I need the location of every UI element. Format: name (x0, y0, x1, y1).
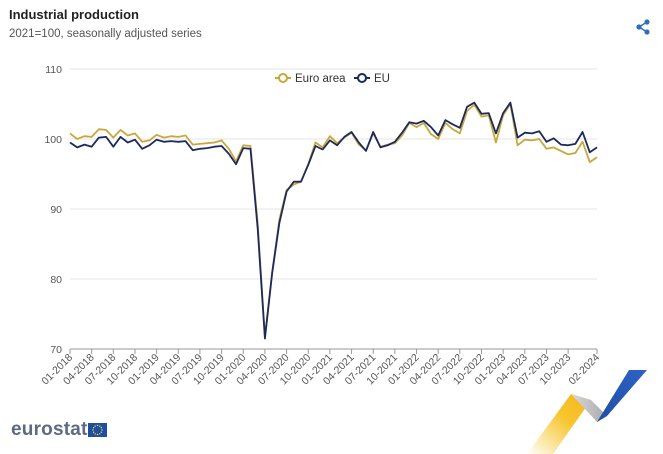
eurostat-logo: eurostat (11, 419, 88, 440)
y-tick-label: 80 (50, 274, 62, 286)
legend-marker (357, 73, 367, 83)
legend-label: Euro area (295, 73, 346, 85)
y-tick-label: 110 (45, 64, 62, 76)
chart-title: Industrial production (9, 7, 139, 22)
eurostat-corner-graphic (527, 370, 647, 454)
eu-flag-icon (88, 423, 107, 437)
legend-label: EU (374, 73, 390, 85)
series-line-eu[interactable] (69, 101, 598, 340)
x-axis: 01-201804-201807-201810-201801-201904-20… (39, 349, 602, 387)
legend-item-euro-area[interactable]: Euro area (275, 73, 346, 85)
legend-marker (278, 73, 288, 83)
y-axis: 70 80 90 100 110 (44, 64, 62, 356)
y-tick-label: 100 (44, 134, 62, 146)
y-tick-label: 70 (50, 344, 62, 356)
share-icon[interactable] (634, 18, 652, 36)
series-lines (69, 101, 598, 340)
y-tick-label: 90 (50, 204, 62, 216)
legend-item-eu[interactable]: EU (354, 73, 390, 85)
chart-subtitle: 2021=100, seasonally adjusted series (9, 28, 202, 40)
grid (70, 68, 597, 350)
legend[interactable]: Euro area EU (275, 73, 390, 85)
